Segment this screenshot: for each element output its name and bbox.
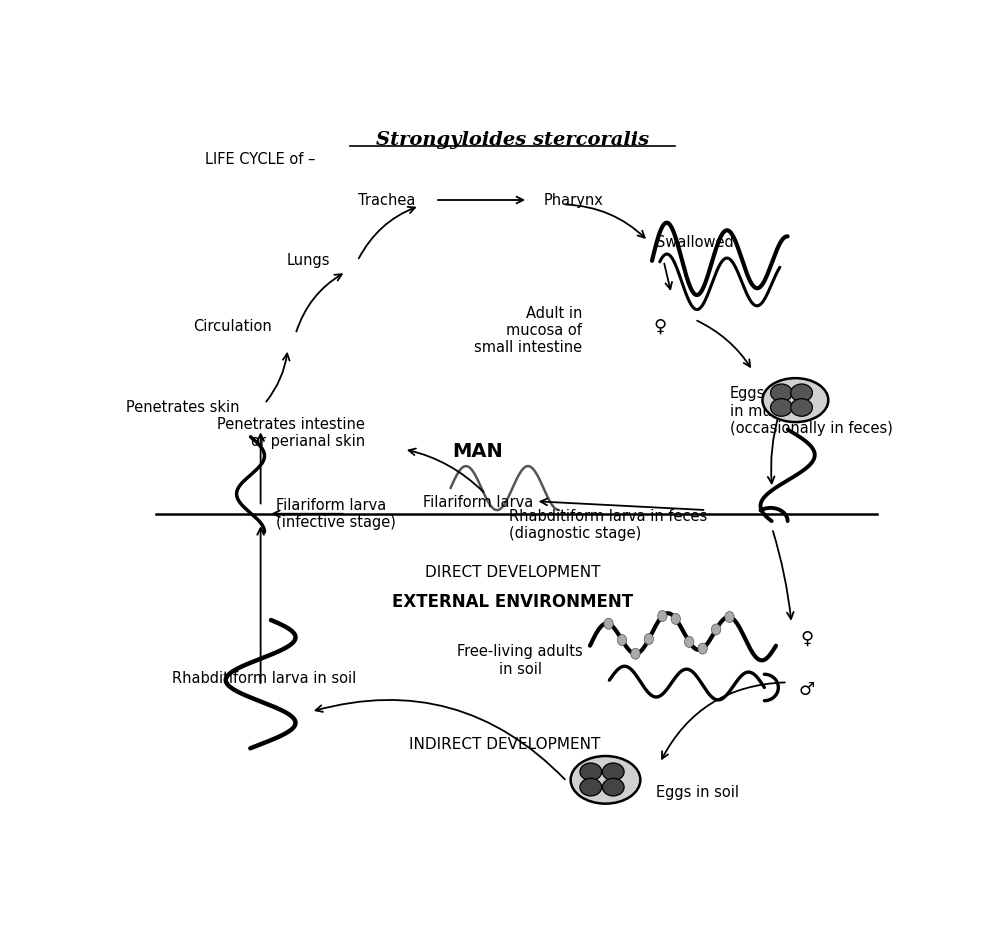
Ellipse shape	[711, 624, 721, 635]
Text: ♀: ♀	[653, 318, 666, 336]
Text: Filariform larva: Filariform larva	[423, 495, 534, 510]
Ellipse shape	[602, 763, 624, 781]
Ellipse shape	[602, 779, 624, 796]
Text: Circulation: Circulation	[194, 319, 272, 334]
Text: Filariform larva
(infective stage): Filariform larva (infective stage)	[276, 498, 396, 530]
Ellipse shape	[580, 763, 602, 781]
Text: INDIRECT DEVELOPMENT: INDIRECT DEVELOPMENT	[409, 737, 600, 752]
Ellipse shape	[658, 610, 667, 622]
Text: Adult in
mucosa of
small intestine: Adult in mucosa of small intestine	[474, 306, 582, 355]
Ellipse shape	[631, 648, 640, 659]
Text: Pharynx: Pharynx	[544, 192, 603, 208]
Text: Strongyloides stercoralis: Strongyloides stercoralis	[376, 130, 649, 149]
Text: EXTERNAL ENVIRONMENT: EXTERNAL ENVIRONMENT	[392, 593, 633, 611]
Ellipse shape	[580, 779, 602, 796]
Text: Penetrates skin: Penetrates skin	[126, 400, 240, 415]
Ellipse shape	[698, 643, 707, 654]
Text: DIRECT DEVELOPMENT: DIRECT DEVELOPMENT	[425, 565, 600, 580]
Text: Eggs
in mucosa
(occasionally in feces): Eggs in mucosa (occasionally in feces)	[730, 387, 892, 436]
Text: Penetrates intestine
or perianal skin: Penetrates intestine or perianal skin	[217, 417, 365, 449]
Text: Rhabditiform larva in soil: Rhabditiform larva in soil	[172, 671, 356, 686]
Ellipse shape	[762, 378, 828, 422]
Ellipse shape	[644, 634, 654, 645]
Text: Free-living adults
in soil: Free-living adults in soil	[457, 645, 583, 677]
Text: ♂: ♂	[799, 681, 815, 699]
Ellipse shape	[791, 384, 812, 402]
Ellipse shape	[771, 384, 792, 402]
Text: Rhabditiform larva in feces
(diagnostic stage): Rhabditiform larva in feces (diagnostic …	[509, 508, 707, 541]
Ellipse shape	[791, 399, 812, 416]
Ellipse shape	[571, 756, 640, 803]
Ellipse shape	[685, 636, 694, 647]
Text: Lungs: Lungs	[287, 253, 330, 268]
Ellipse shape	[604, 618, 613, 629]
Text: Swallowed: Swallowed	[656, 235, 734, 250]
Ellipse shape	[617, 635, 627, 645]
Text: Eggs in soil: Eggs in soil	[656, 784, 739, 800]
Ellipse shape	[725, 611, 734, 623]
Ellipse shape	[671, 613, 680, 625]
Text: Trachea: Trachea	[358, 192, 416, 208]
Text: LIFE CYCLE of –: LIFE CYCLE of –	[205, 152, 316, 168]
Text: MAN: MAN	[452, 442, 503, 461]
Text: ♀: ♀	[800, 629, 814, 647]
Ellipse shape	[771, 399, 792, 416]
